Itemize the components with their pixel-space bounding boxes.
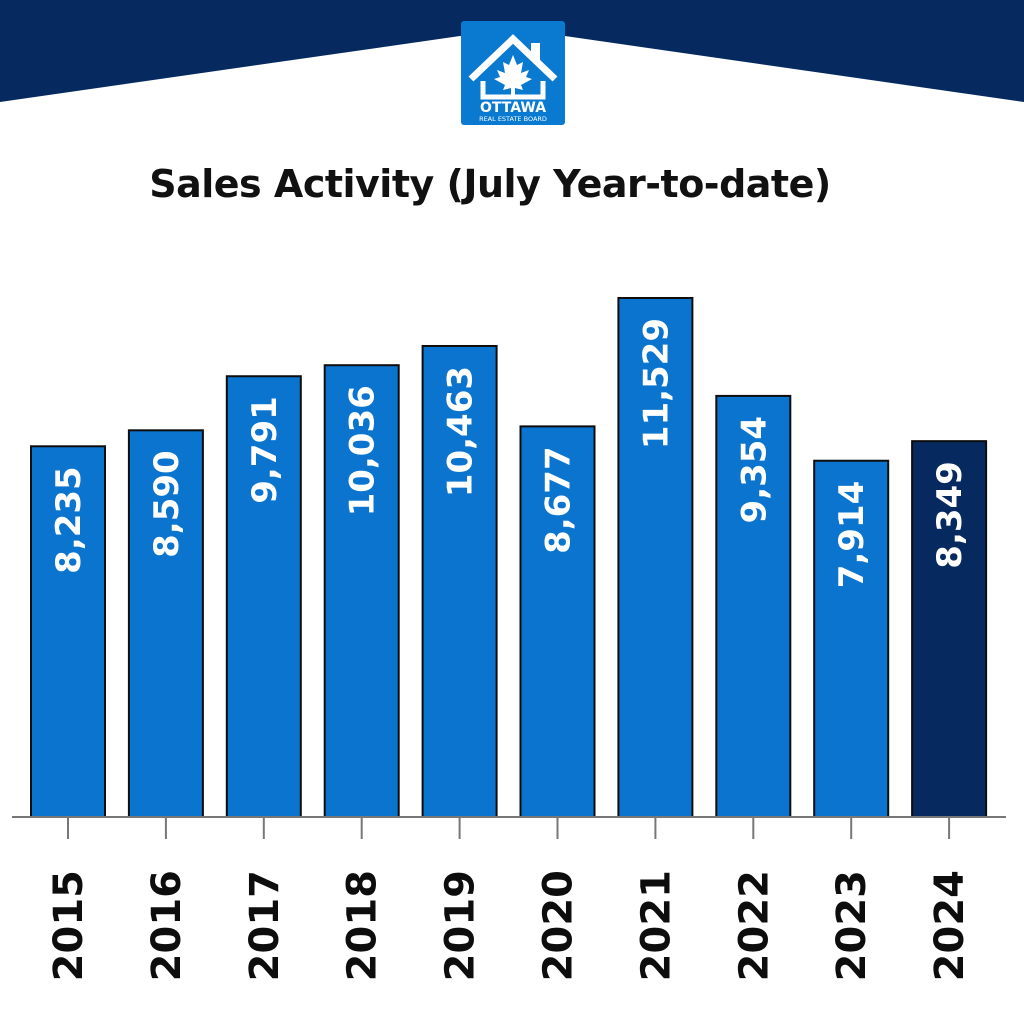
bar-2016 <box>127 429 204 818</box>
bar-value-label: 7,914 <box>832 481 872 589</box>
bar-value-label: 8,349 <box>930 461 970 569</box>
bar-2019 <box>421 344 498 818</box>
bar-2021 <box>617 297 694 818</box>
x-tick-label: 2019 <box>438 870 484 981</box>
x-tick-label: 2022 <box>731 870 777 981</box>
bar-value-label: 8,677 <box>539 446 579 554</box>
header-banner <box>0 0 1024 102</box>
x-tick-label: 2024 <box>927 870 973 981</box>
x-tick-label: 2017 <box>242 870 288 981</box>
chart-title: Sales Activity (July Year-to-date) <box>149 162 831 206</box>
bar-value-label: 11,529 <box>636 318 676 449</box>
bar-value-label: 8,235 <box>49 466 89 574</box>
x-tick-label: 2016 <box>144 870 190 981</box>
bar-2024 <box>911 440 988 818</box>
maple-leaf-icon <box>494 55 532 97</box>
x-tick-label: 2023 <box>829 870 875 981</box>
x-tick-label: 2020 <box>536 870 582 981</box>
bar-value-label: 9,791 <box>245 396 285 504</box>
ottawa-real-estate-board-logo: OTTAWA REAL ESTATE BOARD <box>461 21 565 125</box>
bar-2017 <box>225 375 302 818</box>
bar-2015 <box>30 445 106 818</box>
bar-2022 <box>715 394 792 818</box>
bar-value-label: 8,590 <box>147 450 187 558</box>
logo-title: OTTAWA <box>480 100 546 116</box>
logo-subtitle: REAL ESTATE BOARD <box>479 115 547 123</box>
bar-2023 <box>813 459 890 818</box>
x-tick-label: 2015 <box>46 870 92 981</box>
x-tick-label: 2018 <box>340 870 386 981</box>
bar-value-label: 9,354 <box>734 416 774 524</box>
bar-value-label: 10,036 <box>343 385 383 516</box>
x-tick-label: 2021 <box>633 870 679 981</box>
bar-value-label: 10,463 <box>441 366 481 497</box>
